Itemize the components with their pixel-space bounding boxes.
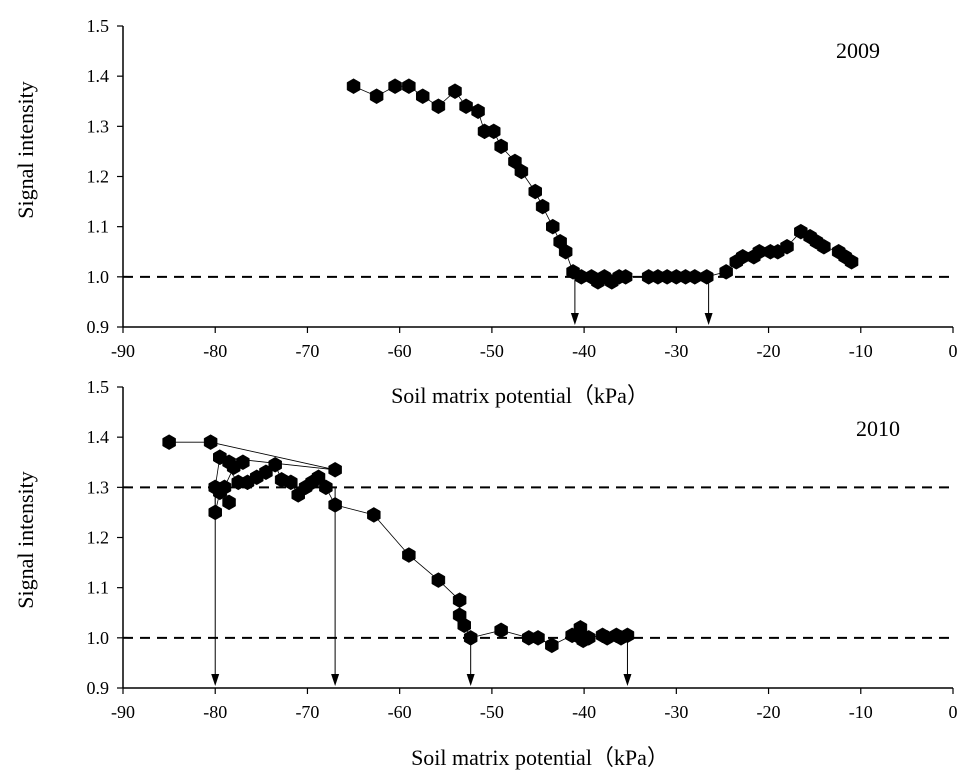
data-point	[284, 474, 298, 491]
data-point	[494, 138, 508, 155]
x-tick-label: -10	[849, 702, 873, 722]
data-point	[719, 264, 733, 280]
data-point	[452, 592, 467, 608]
data-point	[486, 123, 501, 140]
data-point	[328, 497, 342, 513]
y-tick-label: 1.5	[87, 16, 110, 36]
y-tick-label: 1.1	[87, 217, 110, 237]
y-axis-title: Signal intensity	[13, 471, 38, 609]
y-tick-label: 1.3	[87, 116, 110, 136]
y-tick-label: 1.2	[87, 528, 110, 548]
data-point	[780, 238, 794, 255]
arrow-head	[704, 313, 713, 325]
data-point	[618, 269, 633, 285]
arrow-head	[623, 674, 632, 686]
x-tick-label: -50	[480, 341, 504, 361]
data-point	[208, 504, 222, 521]
data-point	[700, 269, 714, 285]
data-point	[463, 630, 478, 646]
panel-2010: 2010 Signal intensity Soil matrix potent…	[13, 377, 958, 770]
data-point	[558, 243, 573, 260]
data-point	[514, 163, 529, 180]
x-tick-label: -20	[757, 702, 781, 722]
y-tick-label: 1.2	[87, 167, 110, 187]
panel-2009: 2009 Signal intensity Soil matrix potent…	[13, 16, 958, 408]
data-point	[471, 103, 485, 120]
data-point	[311, 469, 326, 486]
x-tick-label: -20	[757, 341, 781, 361]
y-tick-label: 0.9	[87, 317, 110, 337]
x-axis-title: Soil matrix potential（kPa）	[391, 383, 649, 408]
data-point	[431, 572, 446, 588]
year-annotation: 2010	[856, 416, 900, 441]
x-tick-label: -40	[572, 341, 596, 361]
data-point	[545, 637, 559, 654]
data-point	[402, 547, 416, 563]
data-point	[531, 630, 545, 646]
data-point	[459, 98, 473, 115]
arrow-head	[466, 674, 475, 686]
y-tick-label: 1.0	[87, 267, 110, 287]
data-point	[369, 88, 384, 105]
data-point	[494, 622, 508, 639]
x-tick-label: 0	[949, 702, 958, 722]
data-point	[415, 88, 430, 105]
x-tick-label: -30	[664, 702, 688, 722]
data-point	[268, 456, 282, 473]
data-point	[388, 78, 402, 94]
y-tick-label: 1.4	[87, 427, 110, 447]
data-point	[431, 98, 446, 115]
y-tick-label: 1.4	[87, 66, 110, 86]
x-tick-label: -90	[111, 341, 135, 361]
data-point	[319, 479, 333, 496]
data-point	[448, 83, 462, 100]
data-point	[535, 198, 550, 215]
year-annotation: 2009	[836, 38, 880, 63]
data-point	[457, 617, 471, 634]
data-point	[222, 494, 236, 511]
data-point	[688, 269, 702, 285]
arrow-head	[570, 313, 579, 325]
data-point	[208, 479, 222, 496]
data-point	[620, 627, 635, 644]
arrow-head	[331, 674, 340, 686]
data-point	[213, 449, 227, 466]
series-line	[169, 441, 628, 646]
data-point	[203, 434, 218, 450]
x-tick-label: -80	[203, 341, 227, 361]
data-point	[328, 461, 342, 478]
x-tick-label: -70	[295, 702, 319, 722]
y-tick-label: 1.3	[87, 477, 110, 497]
x-tick-label: -10	[849, 341, 873, 361]
x-tick-label: -50	[480, 702, 504, 722]
x-tick-label: -40	[572, 702, 596, 722]
y-tick-label: 1.0	[87, 628, 110, 648]
x-tick-label: -70	[295, 341, 319, 361]
x-tick-label: -30	[664, 341, 688, 361]
x-tick-label: -60	[388, 341, 412, 361]
data-point	[817, 238, 831, 255]
x-tick-label: -80	[203, 702, 227, 722]
data-point	[528, 183, 542, 200]
x-tick-label: -60	[388, 702, 412, 722]
data-point	[844, 253, 859, 270]
data-point	[546, 218, 560, 235]
data-point	[346, 78, 361, 94]
data-point	[226, 459, 241, 476]
data-point	[402, 78, 416, 94]
y-tick-label: 1.1	[87, 578, 110, 598]
x-axis-title: Soil matrix potential（kPa）	[411, 745, 669, 770]
x-tick-label: 0	[949, 341, 958, 361]
data-point	[367, 507, 381, 523]
x-tick-label: -90	[111, 702, 135, 722]
y-tick-label: 1.5	[87, 377, 110, 397]
arrow-head	[211, 674, 220, 686]
y-tick-label: 0.9	[87, 678, 110, 698]
data-point	[162, 434, 176, 450]
data-point	[581, 630, 596, 646]
y-axis-title: Signal intensity	[13, 81, 38, 219]
